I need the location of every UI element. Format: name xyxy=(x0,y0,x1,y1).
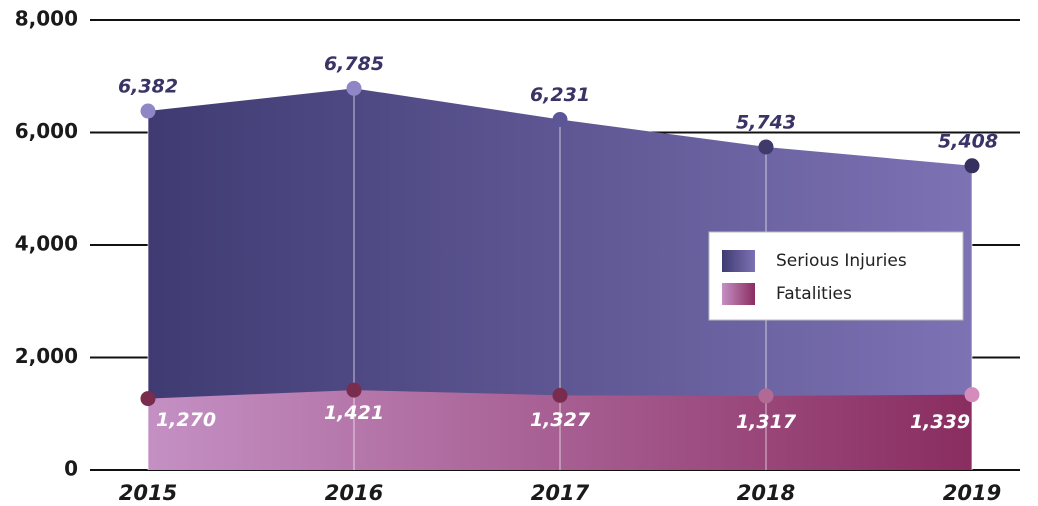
value-label: 1,421 xyxy=(324,402,384,424)
marker xyxy=(140,391,156,407)
y-tick-label: 6,000 xyxy=(15,119,78,143)
y-tick-label: 8,000 xyxy=(15,7,78,31)
legend-label: Serious Injuries xyxy=(776,251,907,271)
value-label: 1,339 xyxy=(910,411,970,433)
marker xyxy=(346,382,362,398)
marker xyxy=(140,103,156,119)
legend-box xyxy=(708,231,964,321)
marker xyxy=(964,387,980,403)
marker xyxy=(964,158,980,174)
x-tick-label: 2018 xyxy=(737,481,795,505)
area xyxy=(148,88,972,470)
value-label: 1,327 xyxy=(530,409,591,431)
value-label: 5,408 xyxy=(938,130,998,152)
y-tick-label: 0 xyxy=(64,457,78,481)
marker xyxy=(758,139,774,155)
x-tick-label: 2016 xyxy=(325,481,383,505)
x-tick-label: 2017 xyxy=(531,481,590,505)
marker xyxy=(552,387,568,403)
legend-label: Fatalities xyxy=(776,284,852,304)
y-tick-label: 2,000 xyxy=(15,344,78,368)
marker xyxy=(552,112,568,128)
value-label: 6,231 xyxy=(530,84,590,106)
x-tick-label: 2019 xyxy=(943,481,1001,505)
x-tick-label: 2015 xyxy=(119,481,177,505)
value-label: 5,743 xyxy=(736,111,796,133)
y-tick-label: 4,000 xyxy=(15,232,78,256)
value-label: 6,785 xyxy=(324,53,384,75)
value-label: 1,270 xyxy=(156,409,216,431)
legend-swatch xyxy=(722,283,755,305)
marker xyxy=(346,80,362,96)
area xyxy=(148,390,972,470)
marker xyxy=(758,388,774,404)
legend-swatch xyxy=(722,250,755,272)
value-label: 6,382 xyxy=(118,76,178,98)
value-label: 1,317 xyxy=(736,411,797,433)
legend: Serious Injuries Fatalities xyxy=(708,231,964,321)
